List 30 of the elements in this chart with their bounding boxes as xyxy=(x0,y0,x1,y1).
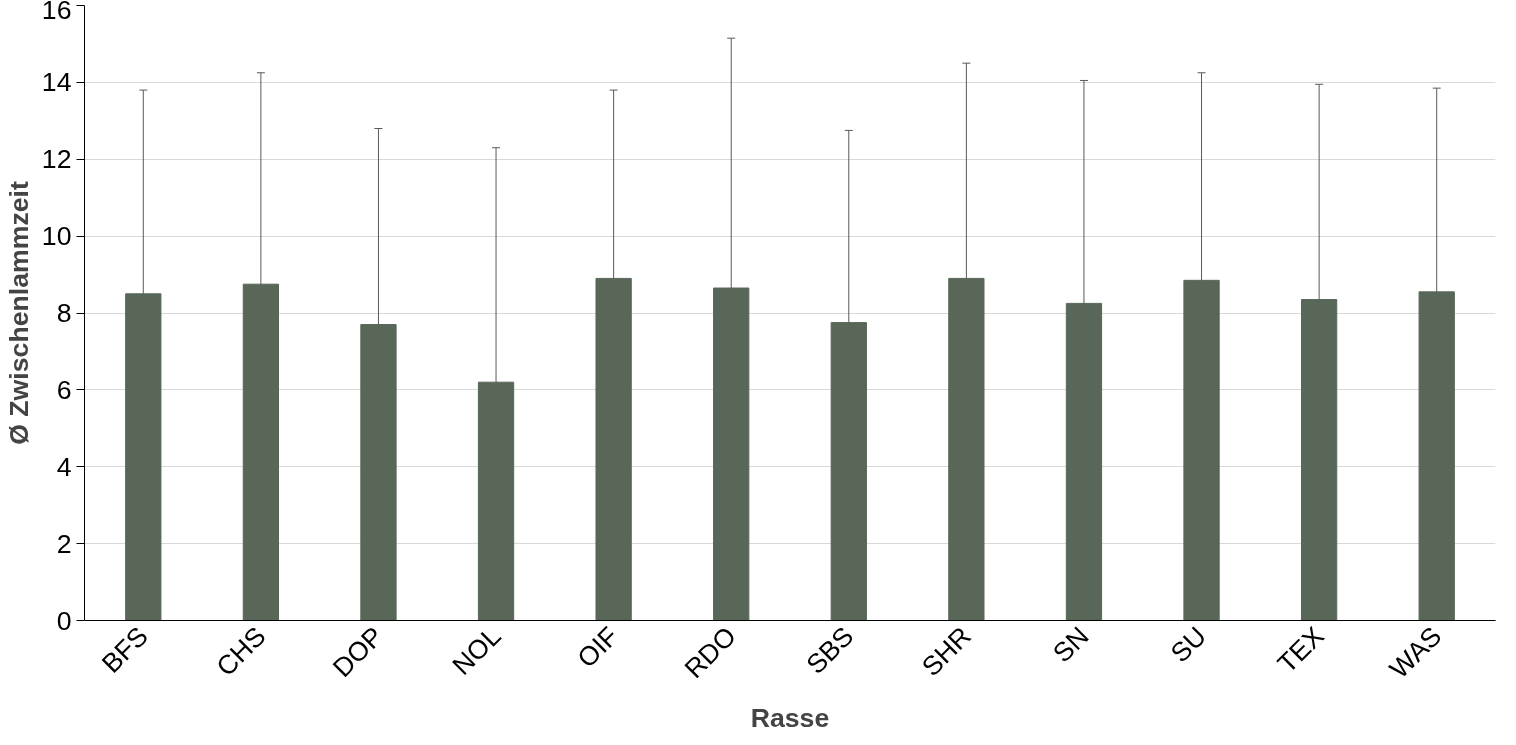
y-tick-label: 4 xyxy=(56,451,72,482)
x-axis-title: Rasse xyxy=(750,702,830,733)
x-tick-label: SBS xyxy=(800,620,860,680)
y-tick-label: 6 xyxy=(56,374,72,405)
y-tick-label: 0 xyxy=(56,605,72,636)
y-tick-label: 16 xyxy=(41,0,72,25)
bar xyxy=(595,277,632,621)
bar xyxy=(125,293,162,621)
x-tick-label: OIF xyxy=(571,620,625,674)
y-tick-label: 12 xyxy=(41,144,72,175)
bar xyxy=(830,322,867,621)
y-tick-label: 8 xyxy=(56,298,72,328)
y-tick-label: 2 xyxy=(56,528,72,559)
bar xyxy=(1300,299,1338,621)
bar xyxy=(360,324,397,621)
x-tick-label: TEX xyxy=(1271,620,1330,679)
x-tick-label: NOL xyxy=(446,620,507,681)
y-axis-title: Ø Zwischenlammzeit xyxy=(3,181,34,445)
bar xyxy=(1418,291,1455,621)
bar xyxy=(948,277,985,621)
x-tick-label: BFS xyxy=(96,620,154,679)
y-tick-label: 14 xyxy=(41,67,72,98)
x-tick-label: SN xyxy=(1047,620,1095,669)
y-tick-label: 10 xyxy=(41,221,72,252)
bar xyxy=(477,381,515,621)
bar xyxy=(713,287,750,621)
x-tick-label: SU xyxy=(1164,620,1213,669)
bar xyxy=(1065,302,1103,621)
bar xyxy=(1183,279,1220,621)
bar xyxy=(242,283,280,621)
